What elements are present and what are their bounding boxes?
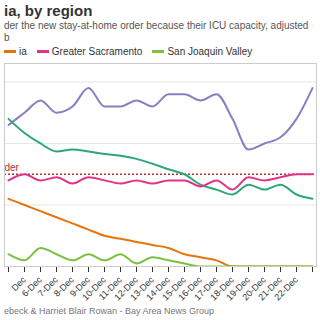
html-text:ia: ia (19, 46, 27, 57)
svg-text:9-Dec: 9-Dec (67, 274, 92, 299)
svg-text:8-Dec: 8-Dec (51, 274, 76, 299)
svg-text:13-Dec: 13-Dec (128, 274, 156, 303)
html-text:ia, by region: ia, by region (4, 2, 93, 19)
svg-text:10-Dec: 10-Dec (80, 274, 108, 303)
svg-text:16-Dec: 16-Dec (176, 274, 204, 303)
svg-text:17-Dec: 17-Dec (192, 274, 220, 303)
html-text:ebeck & Harriet Blair Rowan -: ebeck & Harriet Blair Rowan - Bay Area N… (4, 306, 215, 316)
svg-text:18-Dec: 18-Dec (208, 274, 236, 303)
html-text:Greater Sacramento: Greater Sacramento (51, 46, 143, 57)
svg-text:19-Dec: 19-Dec (224, 274, 252, 303)
svg-text:14-Dec: 14-Dec (144, 274, 172, 303)
svg-text:21-Dec: 21-Dec (256, 274, 284, 303)
svg-text:6-Dec: 6-Dec (19, 274, 44, 299)
svg-text:15-Dec: 15-Dec (160, 274, 188, 303)
svg-text:7-Dec: 7-Dec (35, 274, 60, 299)
svg-text:11-Dec: 11-Dec (96, 274, 124, 302)
svg-text:12-Dec: 12-Dec (112, 274, 140, 303)
html-text:der the new stay-at-home order: der the new stay-at-home order because t… (4, 20, 309, 43)
svg-text:der: der (5, 162, 20, 173)
svg-text:20-Dec: 20-Dec (240, 274, 268, 303)
html-text:San Joaquin Valley: San Joaquin Valley (167, 46, 253, 57)
svg-text:22-Dec: 22-Dec (272, 274, 300, 302)
svg-text:Dec: Dec (9, 274, 28, 294)
